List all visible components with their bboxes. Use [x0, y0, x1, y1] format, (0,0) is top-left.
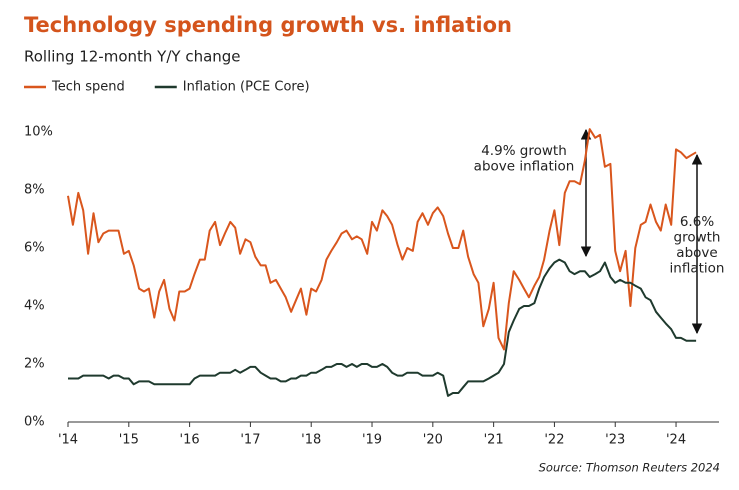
x-tick-label: '15	[119, 433, 139, 448]
x-tick-label: '21	[484, 433, 504, 448]
annotation: 6.6%	[680, 214, 714, 230]
series-line	[67, 128, 697, 351]
y-tick-label: 4%	[24, 299, 45, 314]
x-tick-label: '24	[666, 433, 686, 448]
y-tick-label: 6%	[24, 241, 45, 256]
x-tick-label: '22	[544, 433, 564, 448]
x-tick-label: '17	[240, 433, 260, 448]
legend-label: Tech spend	[51, 80, 125, 95]
annotation: inflation	[670, 261, 725, 277]
y-tick-label: 2%	[24, 357, 45, 372]
chart-subtitle: Rolling 12-month Y/Y change	[24, 48, 241, 66]
x-tick-label: '23	[605, 433, 625, 448]
x-tick-label: '20	[423, 433, 443, 448]
y-tick-label: 10%	[24, 125, 53, 140]
y-tick-label: 0%	[24, 415, 45, 430]
x-tick-label: '18	[301, 433, 321, 448]
annotation: 4.9% growth	[481, 143, 567, 159]
x-tick-label: '19	[362, 433, 382, 448]
source: Source: Thomson Reuters 2024	[539, 461, 720, 475]
x-tick-label: '14	[58, 433, 78, 448]
series-line	[68, 258, 697, 397]
legend-label: Inflation (PCE Core)	[183, 80, 310, 95]
annotation: growth	[674, 230, 721, 246]
annotation: above	[676, 245, 717, 261]
chart-title: Technology spending growth vs. inflation	[24, 13, 512, 37]
annotation: above inflation	[474, 159, 575, 175]
y-tick-label: 8%	[24, 183, 45, 198]
x-tick-label: '16	[180, 433, 200, 448]
